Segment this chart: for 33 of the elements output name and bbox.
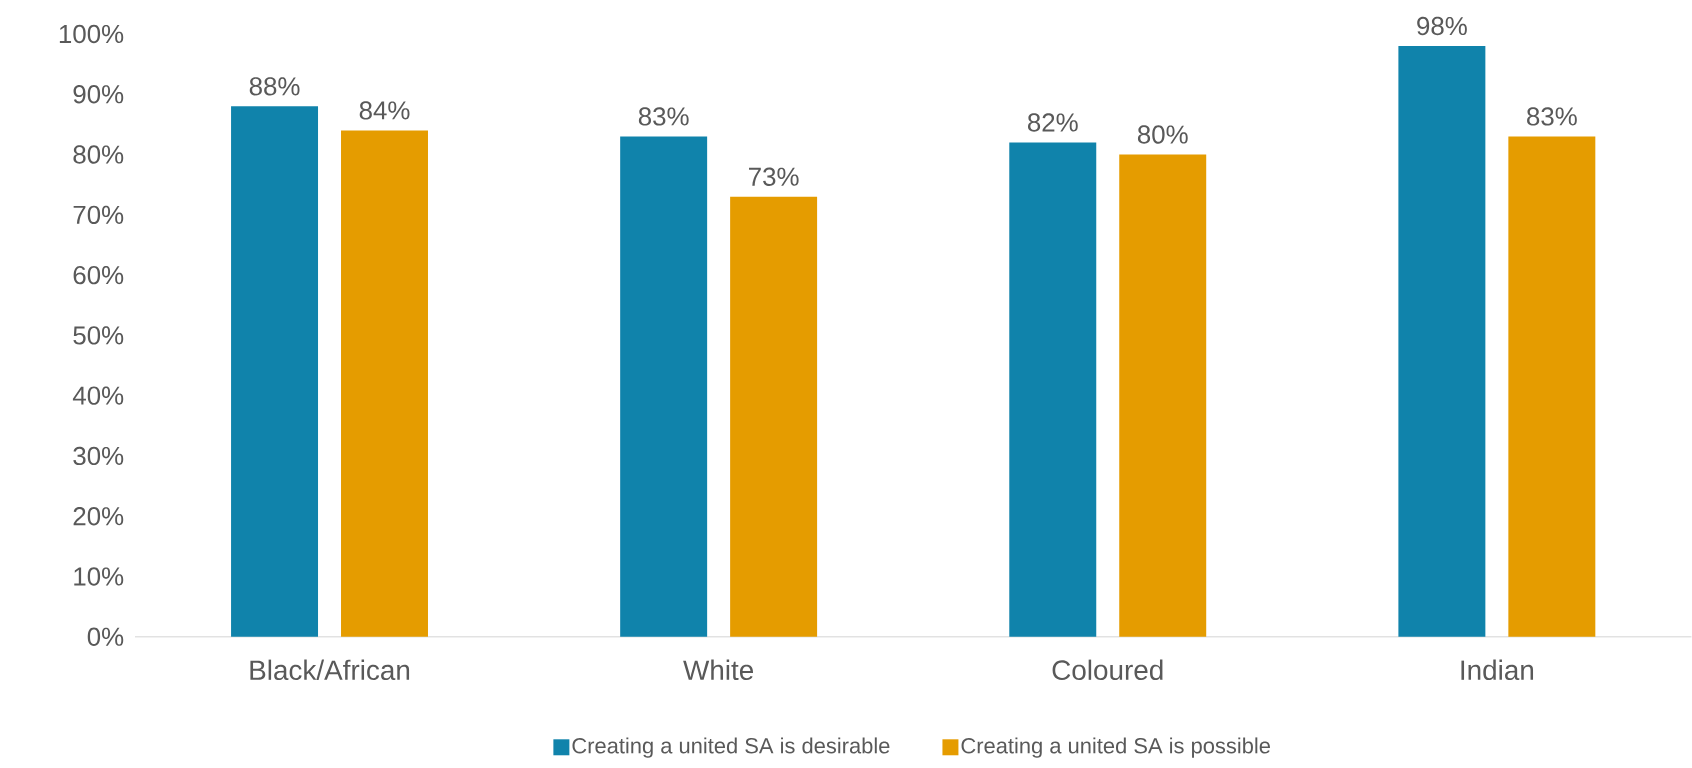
y-tick-label: 20% xyxy=(73,507,124,526)
data-label: 82% xyxy=(1027,113,1078,132)
x-tick-label: Indian xyxy=(1461,659,1534,681)
y-tick-label: 80% xyxy=(73,145,124,164)
bar xyxy=(1398,46,1486,637)
x-tick-label: Coloured xyxy=(1052,659,1163,681)
bar xyxy=(341,130,428,637)
bar xyxy=(231,106,319,637)
legend-label: Creating a united SA is possible xyxy=(961,737,1270,758)
y-tick-label: 70% xyxy=(73,205,124,225)
bar xyxy=(1119,154,1207,637)
bar xyxy=(730,196,818,637)
bar xyxy=(1009,142,1097,637)
y-tick-label: 0% xyxy=(87,627,124,647)
data-label: 80% xyxy=(1137,125,1188,144)
data-label: 83% xyxy=(638,107,689,126)
x-tick-label: Black/African xyxy=(250,659,410,681)
y-tick-label: 50% xyxy=(73,326,124,345)
bar xyxy=(620,136,708,637)
y-tick-label: 30% xyxy=(73,446,124,466)
y-tick-label: 90% xyxy=(73,85,124,104)
y-tick-label: 10% xyxy=(74,567,124,586)
y-tick-label: 100% xyxy=(59,24,124,44)
data-label: 83% xyxy=(1527,107,1577,126)
legend-label: Creating a united SA is desirable xyxy=(572,737,890,758)
x-tick-label: White xyxy=(683,659,754,681)
y-tick-label: 40% xyxy=(72,386,124,405)
data-label: 88% xyxy=(249,77,300,96)
data-label: 73% xyxy=(749,167,799,187)
data-label: 98% xyxy=(1417,16,1467,36)
data-label: 84% xyxy=(359,101,410,120)
y-tick-label: 60% xyxy=(73,266,124,285)
bar xyxy=(1508,136,1596,637)
